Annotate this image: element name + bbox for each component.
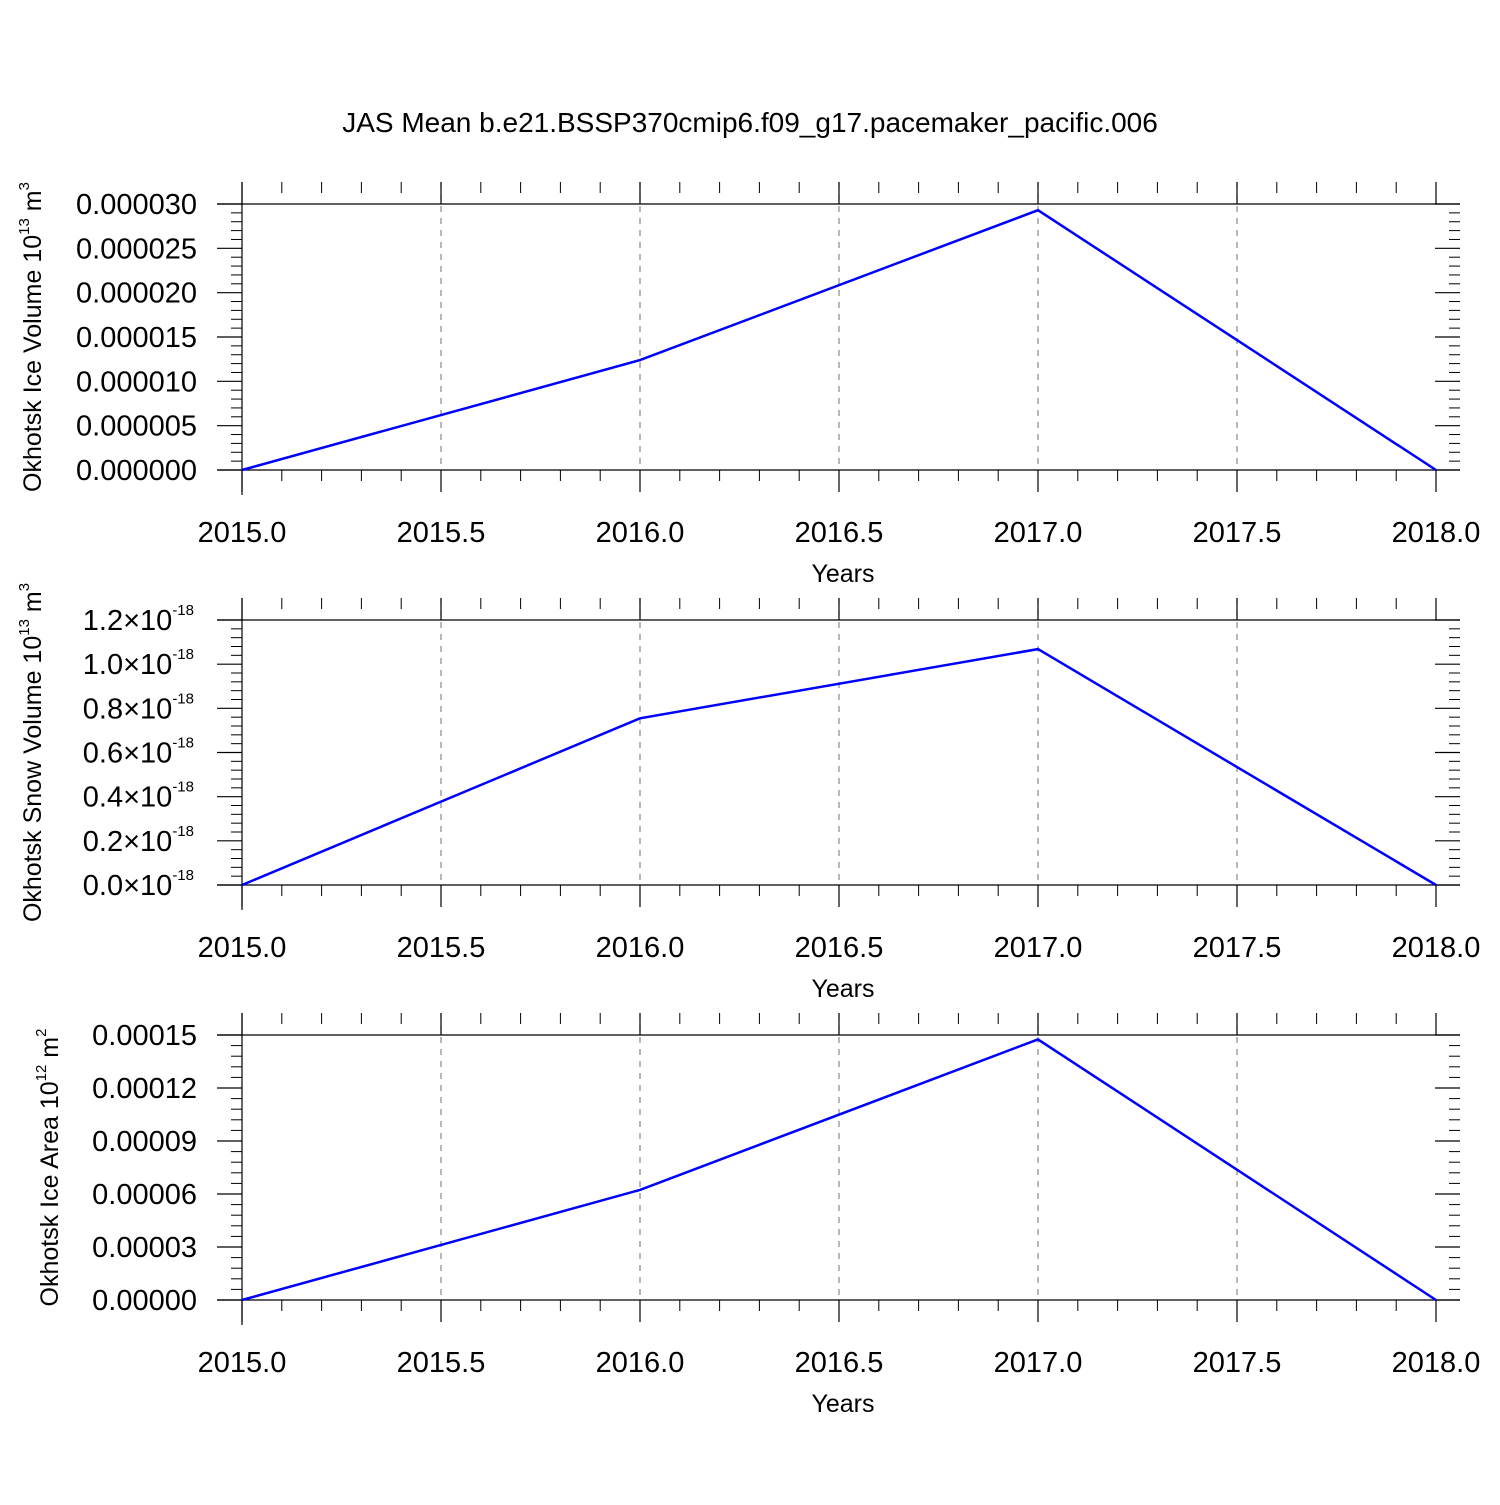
x-tick-label: 2016.0 <box>596 517 685 549</box>
x-tick-label: 2016.0 <box>596 932 685 964</box>
x-tick-label: 2015.0 <box>198 517 287 549</box>
y-tick-label: 1.2×10-18 <box>83 602 194 637</box>
series-line <box>241 208 1437 472</box>
x-tick-label: 2017.0 <box>994 932 1083 964</box>
x-tick-label: 2015.0 <box>198 1347 287 1379</box>
y-tick-label: 0.000010 <box>76 366 197 398</box>
y-tick-label: 0.2×10-18 <box>83 823 194 858</box>
x-axis-label: Years <box>811 1390 874 1418</box>
x-axis-label: Years <box>811 560 874 588</box>
x-tick-label: 2015.5 <box>397 932 486 964</box>
x-tick-label: 2018.0 <box>1392 932 1481 964</box>
x-tick-label: 2017.0 <box>994 1347 1083 1379</box>
series-line <box>241 1038 1437 1302</box>
y-axis-label: Okhotsk Ice Area 1012 m2 <box>33 1029 64 1307</box>
y-tick-label: 0.000030 <box>76 189 197 221</box>
x-tick-label: 2017.0 <box>994 517 1083 549</box>
y-tick-label: 0.000025 <box>76 233 197 265</box>
x-tick-label: 2017.5 <box>1193 1347 1282 1379</box>
y-tick-label: 0.000000 <box>76 455 197 487</box>
x-tick-label: 2015.5 <box>397 1347 486 1379</box>
x-tick-label: 2015.0 <box>198 932 287 964</box>
y-tick-label: 0.00000 <box>92 1285 197 1317</box>
y-tick-label: 0.4×10-18 <box>83 779 194 814</box>
y-tick-label: 0.000005 <box>76 411 197 443</box>
y-tick-label: 0.0×10-18 <box>83 867 194 902</box>
chart-panel-1: 2015.0 2015.5 2016.0 2016.5 2017.0 2017.5 2018… <box>16 182 1480 588</box>
y-tick-label: 0.000020 <box>76 278 197 310</box>
y-tick-label: 0.00009 <box>92 1126 197 1158</box>
series-line <box>241 647 1437 887</box>
x-tick-label: 2017.5 <box>1193 932 1282 964</box>
y-tick-label: 0.00003 <box>92 1232 197 1264</box>
x-tick-label: 2018.0 <box>1392 517 1481 549</box>
y-tick-label: 0.8×10-18 <box>83 690 194 725</box>
x-axis-label: Years <box>811 975 874 1003</box>
x-tick-label: 2017.5 <box>1193 517 1282 549</box>
y-axis-label: Okhotsk Snow Volume 1013 m3 <box>16 583 47 922</box>
y-tick-label: 0.00015 <box>92 1020 197 1052</box>
x-tick-label: 2015.5 <box>397 517 486 549</box>
x-tick-label: 2016.5 <box>795 932 884 964</box>
y-tick-label: 0.6×10-18 <box>83 735 194 770</box>
y-tick-label: 1.0×10-18 <box>83 646 194 681</box>
y-axis-label: Okhotsk Ice Volume 1013 m3 <box>16 182 47 492</box>
y-tick-label: 0.00012 <box>92 1073 197 1105</box>
chart-panel-2: 2015.0 2015.5 2016.0 2016.5 2017.0 2017.5 2018… <box>16 583 1480 1003</box>
x-tick-label: 2016.5 <box>795 1347 884 1379</box>
x-tick-label: 2016.0 <box>596 1347 685 1379</box>
figure-title: JAS Mean b.e21.BSSP370cmip6.f09_g17.pace… <box>342 107 1158 138</box>
chart-panel-3: 2015.0 2015.5 2016.0 2016.5 2017.0 2017.5 2018… <box>33 1013 1480 1418</box>
x-tick-label: 2016.5 <box>795 517 884 549</box>
x-tick-label: 2018.0 <box>1392 1347 1481 1379</box>
y-tick-label: 0.00006 <box>92 1179 197 1211</box>
y-tick-label: 0.000015 <box>76 322 197 354</box>
